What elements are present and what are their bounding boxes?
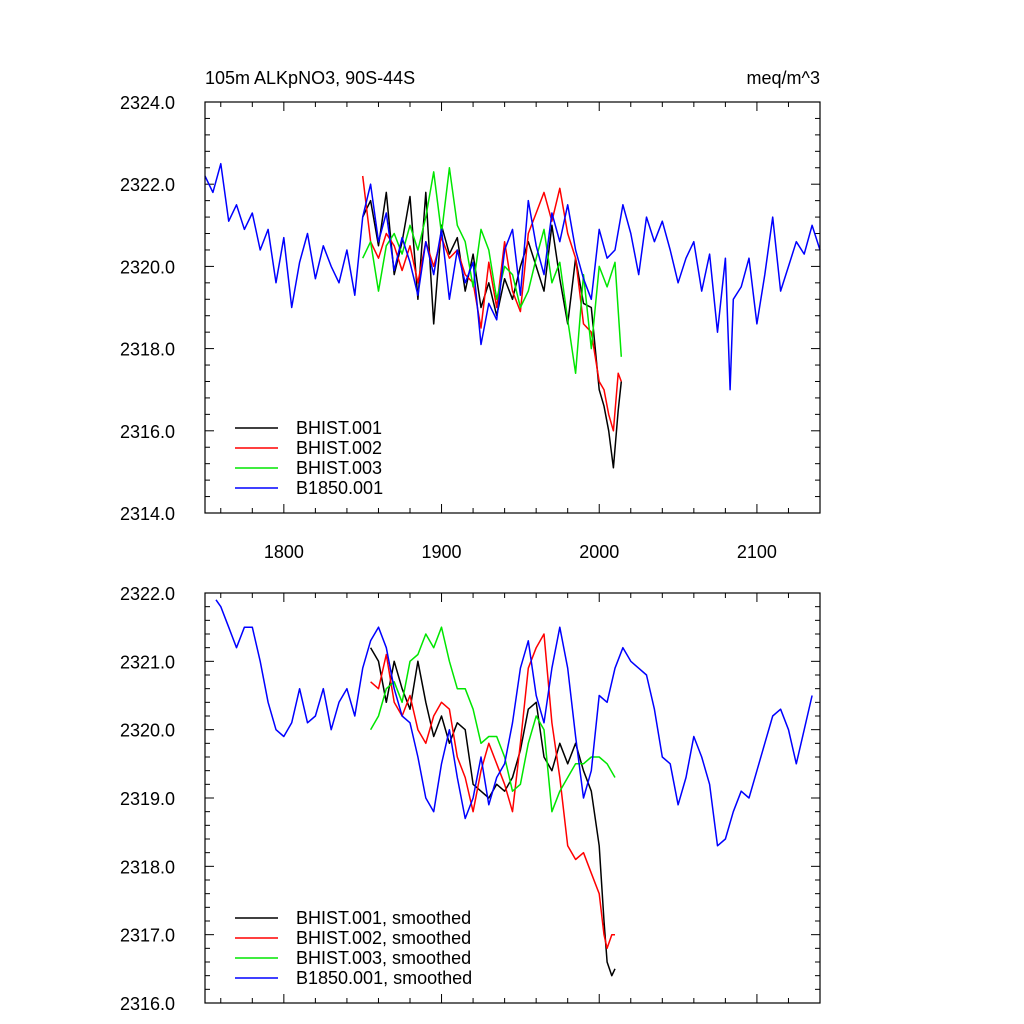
series-line-bhist-001 [362,191,623,469]
y-tick-label: 2324.0 [120,93,175,113]
y-tick-label: 2317.0 [120,926,175,946]
y-tick-label: 2314.0 [120,504,175,524]
series-line-bhist-003 [362,167,623,375]
legend-label: B1850.001 [296,478,383,498]
series-line-bhist-003 [369,626,616,813]
y-tick-label: 2320.0 [120,257,175,277]
y-tick-label: 2320.0 [120,721,175,741]
y-tick-label: 2321.0 [120,652,175,672]
top-panel-units: meq/m^3 [747,68,820,88]
series-line-b1850-001 [215,599,813,847]
series-line-bhist-002 [370,633,615,950]
bottom-panel-frame [204,592,821,1004]
series-line-b1850-001 [204,162,821,391]
y-tick-label: 2316.0 [120,994,175,1014]
x-tick-label: 2100 [737,542,777,562]
legend-label: BHIST.001 [296,418,382,438]
bottom-panel: 2316.0 2317.0 2318.0 2319.0 2320.0 2321.0 2322… [120,584,821,1014]
x-tick-label: 1900 [422,542,462,562]
legend-label: BHIST.001, smoothed [296,908,471,928]
series-line-bhist-001 [369,647,616,977]
y-tick-label: 2318.0 [120,340,175,360]
legend-label: BHIST.002, smoothed [296,928,471,948]
series-line-bhist-002 [361,175,623,432]
bottom-panel-ticks: 2316.0 2317.0 2318.0 2319.0 2320.0 2321.0 2322… [120,584,821,1014]
y-tick-label: 2322.0 [120,584,175,604]
top-panel-ticks: 2314.0 2316.0 2318.0 2320.0 2322.0 2324.0 1800… [120,93,821,562]
x-tick-label: 1800 [264,542,304,562]
legend-label: BHIST.002 [296,438,382,458]
legend-label: BHIST.003 [296,458,382,478]
x-tick-label: 2000 [579,542,619,562]
legend-label: B1850.001, smoothed [296,968,472,988]
top-panel-lines [204,162,821,469]
top-panel-title: 105m ALKpNO3, 90S-44S [205,68,415,88]
bottom-panel-lines [215,599,813,977]
y-tick-label: 2318.0 [120,857,175,877]
y-tick-label: 2319.0 [120,789,175,809]
y-tick-label: 2316.0 [120,422,175,442]
y-tick-label: 2322.0 [120,175,175,195]
top-panel: 105m ALKpNO3, 90S-44S meq/m^3 2314.0 2316… [120,68,821,562]
top-panel-frame [204,101,821,514]
legend-label: BHIST.003, smoothed [296,948,471,968]
